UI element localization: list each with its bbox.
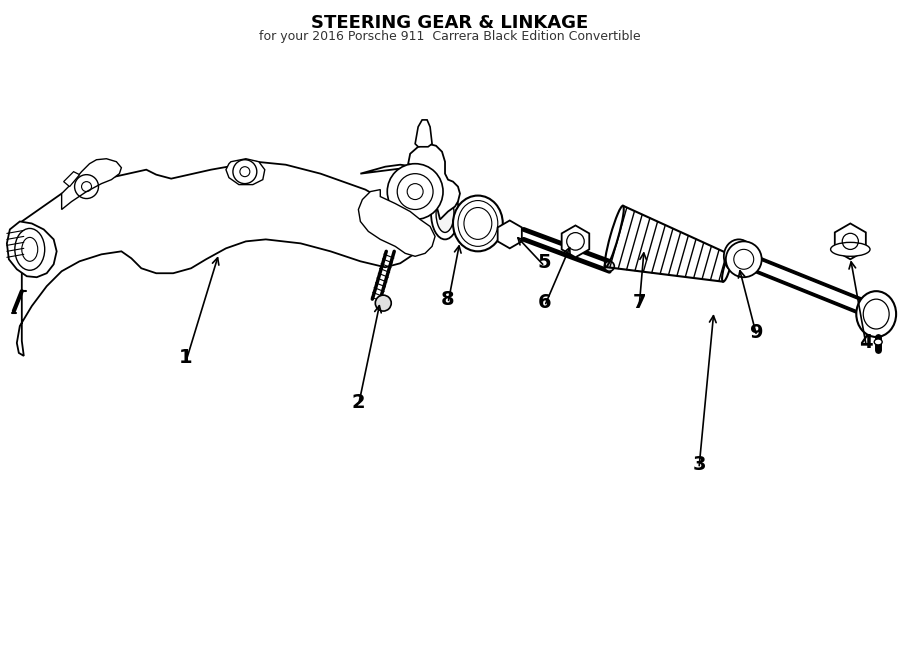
Text: 7: 7 (633, 293, 646, 312)
Text: 4: 4 (860, 333, 873, 352)
Polygon shape (358, 190, 435, 256)
Circle shape (387, 164, 443, 219)
Polygon shape (749, 255, 860, 312)
Text: 2: 2 (352, 393, 365, 412)
Polygon shape (835, 223, 866, 259)
Ellipse shape (453, 196, 503, 251)
Ellipse shape (874, 339, 882, 345)
Polygon shape (562, 225, 590, 257)
Polygon shape (415, 120, 432, 147)
Circle shape (604, 261, 615, 271)
Text: 3: 3 (692, 455, 706, 475)
Polygon shape (734, 245, 743, 251)
Text: 5: 5 (538, 253, 552, 272)
Text: STEERING GEAR & LINKAGE: STEERING GEAR & LINKAGE (311, 15, 589, 32)
Polygon shape (61, 159, 122, 210)
Ellipse shape (831, 243, 870, 256)
Text: 9: 9 (750, 323, 763, 342)
Ellipse shape (856, 291, 896, 337)
Circle shape (725, 241, 761, 277)
Polygon shape (226, 159, 265, 184)
Ellipse shape (436, 194, 454, 233)
Ellipse shape (431, 188, 459, 239)
Polygon shape (17, 162, 420, 356)
Text: 6: 6 (538, 293, 552, 312)
Polygon shape (360, 144, 460, 219)
Text: 1: 1 (179, 348, 193, 367)
Circle shape (375, 295, 392, 311)
Text: for your 2016 Porsche 911  Carrera Black Edition Convertible: for your 2016 Porsche 911 Carrera Black … (259, 30, 641, 43)
Polygon shape (7, 221, 57, 277)
Polygon shape (64, 172, 79, 186)
Polygon shape (498, 221, 522, 249)
Ellipse shape (724, 239, 753, 273)
Text: 8: 8 (441, 290, 454, 309)
